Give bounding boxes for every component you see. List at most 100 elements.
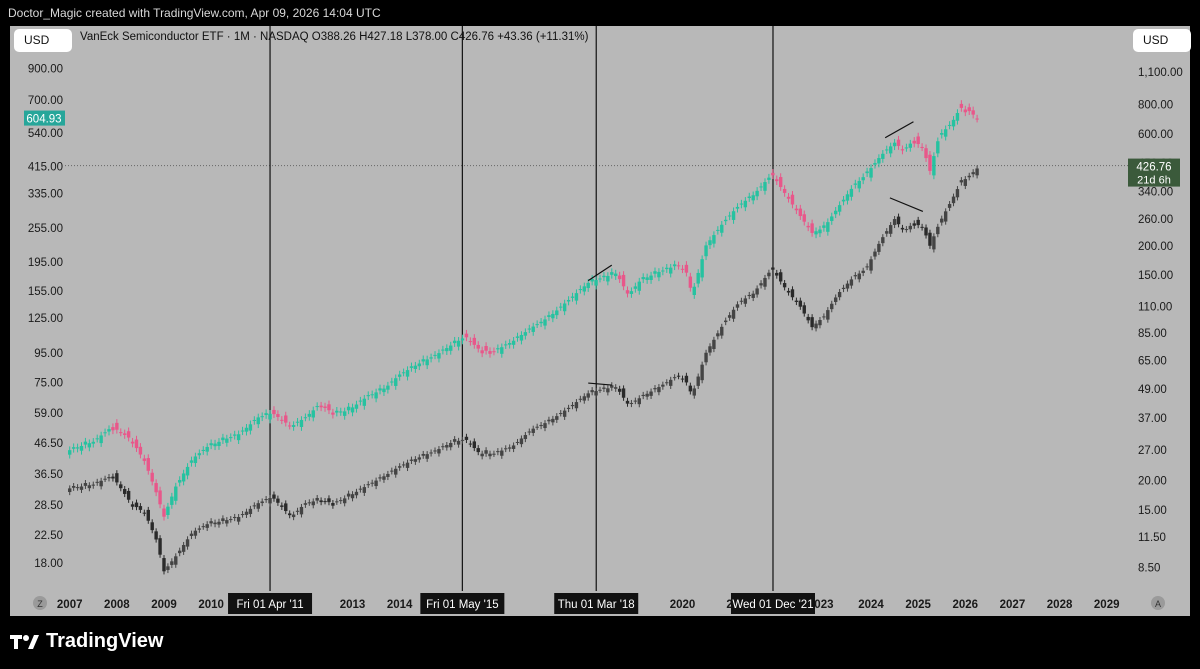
trendline bbox=[588, 382, 612, 386]
chart-canvas[interactable]: 900.00 700.00 540.00 415.00 335.00 255.00 195.… bbox=[10, 26, 1190, 616]
right-axis-tick: 1,100.00 bbox=[1138, 67, 1183, 79]
candle-body bbox=[272, 494, 276, 499]
tradingview-logo[interactable]: TradingView bbox=[10, 630, 163, 653]
candle-body bbox=[248, 424, 253, 431]
candle-body bbox=[586, 282, 590, 289]
candle-body bbox=[177, 479, 182, 483]
candle-body bbox=[696, 272, 700, 284]
candle-body bbox=[378, 477, 382, 479]
candle-body bbox=[225, 520, 229, 524]
candle-body bbox=[665, 382, 669, 384]
candle-body bbox=[358, 488, 363, 490]
candle-body bbox=[947, 124, 952, 126]
candle-body bbox=[421, 359, 425, 362]
candle-body bbox=[881, 237, 885, 244]
auto-scale-button[interactable] bbox=[1151, 596, 1165, 610]
candle-body bbox=[229, 519, 233, 521]
candle-body bbox=[83, 483, 88, 486]
candle-body bbox=[370, 482, 374, 484]
candle-body bbox=[967, 175, 971, 178]
candle-body bbox=[374, 392, 378, 399]
candle-body bbox=[197, 453, 202, 456]
time-axis-tick: 2 bbox=[726, 599, 732, 611]
candle-body bbox=[460, 338, 465, 341]
candle-body bbox=[166, 506, 170, 515]
candle-body bbox=[704, 352, 708, 363]
candle-body bbox=[794, 300, 799, 302]
candle-body bbox=[940, 218, 944, 223]
candle-body bbox=[468, 341, 473, 343]
candle-body bbox=[299, 506, 304, 515]
candle-body bbox=[606, 275, 610, 282]
candle-body bbox=[205, 446, 209, 452]
vertical-marker-label-bg bbox=[420, 593, 505, 614]
candle-body bbox=[319, 405, 323, 408]
candle-body bbox=[857, 273, 861, 280]
candle-body bbox=[570, 296, 575, 298]
candle-body bbox=[955, 189, 960, 198]
candle-body bbox=[657, 271, 661, 278]
right-axis-tick: 340.00 bbox=[1138, 187, 1173, 199]
candle-body bbox=[633, 400, 638, 402]
candle-body bbox=[170, 496, 174, 505]
candle-body bbox=[833, 297, 838, 302]
candle-body bbox=[845, 283, 850, 289]
candle-body bbox=[790, 194, 795, 205]
candle-body bbox=[782, 283, 787, 288]
right-axis-tick: 49.00 bbox=[1138, 384, 1167, 396]
chart-frame[interactable]: 900.00 700.00 540.00 415.00 335.00 255.00 195.… bbox=[10, 26, 1190, 616]
candle-body bbox=[205, 524, 209, 528]
candle-body bbox=[582, 396, 586, 401]
candle-body bbox=[578, 398, 583, 400]
candle-body bbox=[708, 346, 712, 353]
candle-body bbox=[511, 340, 516, 345]
candle-body bbox=[232, 434, 237, 436]
right-axis-tick: 600.00 bbox=[1138, 129, 1173, 141]
candle-body bbox=[590, 390, 594, 393]
candle-body bbox=[955, 113, 960, 121]
currency-left-badge[interactable]: USD bbox=[14, 29, 72, 52]
zoom-reset-button[interactable] bbox=[33, 596, 47, 610]
candle-body bbox=[162, 508, 166, 517]
candle-body bbox=[731, 211, 736, 220]
candle-body bbox=[696, 376, 700, 386]
candle-body bbox=[83, 441, 88, 445]
candle-body bbox=[264, 499, 268, 501]
candle-body bbox=[252, 419, 257, 421]
candle-body bbox=[174, 486, 178, 501]
candle-body bbox=[449, 345, 453, 351]
time-axis-tick: 2014 bbox=[387, 599, 413, 611]
candle-body bbox=[158, 490, 162, 505]
candle-body bbox=[225, 438, 229, 443]
candle-body bbox=[637, 281, 641, 291]
currency-right-badge[interactable]: USD bbox=[1133, 29, 1191, 52]
candle-body bbox=[437, 353, 441, 359]
candle-body bbox=[967, 107, 971, 112]
candle-body bbox=[460, 439, 465, 441]
candle-body bbox=[806, 225, 810, 228]
candle-body bbox=[189, 460, 194, 463]
candle-body bbox=[798, 300, 803, 307]
candle-body bbox=[315, 497, 319, 501]
candle-body bbox=[103, 478, 107, 480]
candle-body bbox=[826, 222, 830, 232]
candle-body bbox=[68, 488, 72, 493]
candle-body bbox=[657, 387, 661, 393]
candle-body bbox=[775, 179, 779, 182]
candle-body bbox=[425, 454, 429, 459]
symbol-legend: VanEck Semiconductor ETF · 1M · NASDAQ O… bbox=[80, 31, 589, 43]
candle-body bbox=[578, 289, 583, 291]
candle-body bbox=[661, 384, 665, 387]
candle-body bbox=[91, 441, 95, 444]
candle-body bbox=[433, 450, 437, 452]
candle-body bbox=[904, 229, 909, 231]
candle-body bbox=[342, 411, 347, 416]
candle-body bbox=[881, 153, 885, 159]
candle-body bbox=[786, 290, 791, 293]
candle-body bbox=[390, 470, 394, 472]
candle-body bbox=[119, 432, 123, 434]
candle-body bbox=[366, 484, 370, 486]
candle-body bbox=[751, 293, 755, 298]
candle-body bbox=[625, 400, 630, 404]
candle-body bbox=[853, 275, 858, 277]
